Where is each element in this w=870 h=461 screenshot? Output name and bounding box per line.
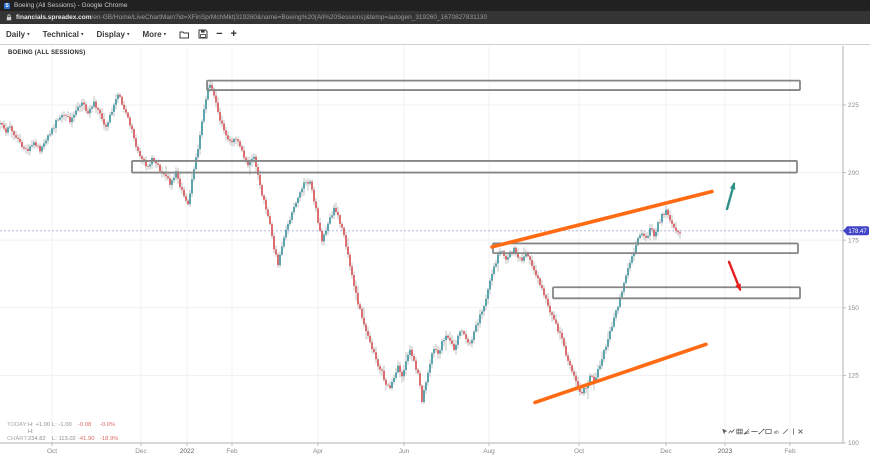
spreadex-favicon: S — [4, 2, 10, 9]
padlock-icon — [6, 14, 12, 21]
url-text: financials.spreadex.com/en-GB/Home/LiveC… — [16, 14, 487, 21]
svg-text:Feb: Feb — [226, 448, 238, 455]
svg-text:100: 100 — [848, 440, 859, 447]
svg-text:Jun: Jun — [399, 448, 410, 455]
status-block: TODAY:H: +1.00 L: -1.00 -0.08 -0.0% CHART:H… — [7, 422, 122, 443]
polyline-icon[interactable] — [728, 428, 736, 435]
status-row-today: TODAY:H: +1.00 L: -1.00 -0.08 -0.0% — [7, 422, 116, 428]
x-axis-labels: AugOctDec2022FebAprJunAugOctDec2023Feb — [47, 443, 796, 455]
up-arrow-annotation[interactable] — [725, 181, 736, 211]
chevron-down-icon: ▾ — [126, 31, 130, 38]
text-icon[interactable]: ab — [773, 428, 782, 435]
down-arrow-annotation[interactable] — [727, 260, 742, 292]
svg-text:225: 225 — [848, 102, 859, 109]
svg-text:125: 125 — [848, 373, 859, 380]
trend-line-annotation[interactable] — [533, 342, 708, 405]
price-box-annotation[interactable] — [552, 286, 801, 300]
drawing-toolbar: ab — [721, 428, 804, 435]
menu-technical[interactable]: Technical ▾ — [42, 29, 84, 39]
svg-text:175: 175 — [848, 237, 859, 244]
svg-text:Apr: Apr — [313, 448, 324, 455]
menu-daily[interactable]: Daily ▾ — [6, 29, 30, 39]
svg-text:150: 150 — [848, 305, 859, 312]
price-box-annotation[interactable] — [131, 160, 798, 174]
svg-text:178.47: 178.47 — [848, 229, 867, 235]
open-chart-button[interactable] — [179, 30, 190, 39]
trend-line-icon[interactable] — [758, 428, 765, 435]
rectangle-icon[interactable] — [765, 428, 772, 435]
price-box-annotation[interactable] — [206, 79, 801, 91]
chevron-down-icon: ▾ — [163, 31, 167, 38]
menu-more[interactable]: More ▾ — [142, 29, 167, 39]
current-price-badge: 178.47 — [843, 226, 869, 236]
y-axis-labels: 100 125 150 175 200 225 — [843, 102, 859, 447]
price-box-annotation[interactable] — [492, 242, 799, 255]
svg-text:Oct: Oct — [47, 448, 57, 455]
folder-open-icon — [179, 31, 190, 38]
floppy-disk-icon — [198, 29, 208, 39]
zoom-in-button[interactable]: + — [230, 28, 237, 40]
svg-text:Oct: Oct — [574, 448, 584, 455]
gridlines — [0, 46, 843, 443]
save-chart-button[interactable] — [198, 29, 208, 39]
svg-text:2023: 2023 — [718, 448, 733, 455]
status-row-chart: CHART:H: 234.82 L: 113.02 -41.90 -18.9% — [7, 429, 119, 442]
window-titlebar: S Boeing (All Sessions) - Google Chrome — [0, 0, 870, 11]
window-title: Boeing (All Sessions) - Google Chrome — [14, 2, 128, 9]
vertical-line-icon[interactable] — [790, 428, 797, 435]
diagonal-line-icon[interactable] — [782, 428, 789, 435]
chart-toolbar: Daily ▾ Technical ▾ Display ▾ More ▾ — [0, 24, 870, 45]
menu-display[interactable]: Display ▾ — [96, 29, 130, 39]
address-bar[interactable]: financials.spreadex.com/en-GB/Home/LiveC… — [0, 11, 870, 24]
svg-text:Dec: Dec — [660, 448, 672, 455]
svg-text:200: 200 — [848, 170, 859, 177]
svg-text:ab: ab — [773, 429, 779, 434]
svg-text:2022: 2022 — [180, 448, 195, 455]
zoom-out-button[interactable]: − — [216, 28, 223, 40]
url-domain: financials.spreadex.com — [16, 14, 92, 21]
fan-lines-icon[interactable] — [743, 428, 750, 435]
trend-line-annotation[interactable] — [490, 189, 714, 249]
cursor-icon[interactable] — [721, 428, 728, 435]
axes — [0, 46, 844, 444]
svg-text:Feb: Feb — [784, 448, 796, 455]
chart-title: BOEING (ALL SESSIONS) — [8, 50, 86, 56]
chevron-down-icon: ▾ — [80, 31, 84, 38]
close-icon[interactable] — [797, 428, 804, 435]
horizontal-line-icon[interactable] — [750, 428, 758, 435]
price-chart-canvas[interactable]: 100 125 150 175 200 225 Aug Oct Dec 2022 Feb Apr Jun… — [0, 46, 870, 461]
chevron-down-icon: ▾ — [27, 31, 30, 38]
svg-text:Dec: Dec — [135, 448, 147, 455]
url-path: /en-GB/Home/LiveChartMain?id=XFinSprMchM… — [91, 14, 488, 21]
svg-text:Aug: Aug — [483, 448, 495, 455]
grid-icon[interactable] — [736, 428, 743, 435]
